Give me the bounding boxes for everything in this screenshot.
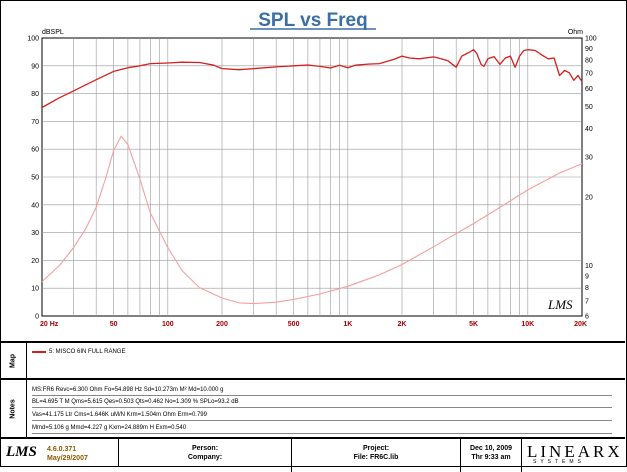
impedance-line — [41, 135, 583, 305]
y-left-tick-label: 90 — [31, 63, 39, 70]
time-text: Thr 9:33 am — [471, 454, 511, 461]
y-left-tick-label: 10 — [31, 286, 39, 293]
legend-label: 5: MISCO 6IN FULL RANGE — [49, 349, 126, 355]
linearx-systems: SYSTEMS — [533, 459, 585, 465]
y-left-tick-label: 40 — [31, 202, 39, 209]
notes-side: Notes — [0, 380, 27, 438]
y-left-tick-label: 50 — [31, 175, 39, 182]
y-left-unit: dBSPL — [42, 29, 64, 36]
y-left-tick-label: 20 — [31, 258, 39, 265]
notes-panel: Notes MS:FR6 Revc=6.300 Ohm Fo=54.898 Hz… — [0, 378, 625, 438]
project-label: Project: — [362, 445, 390, 452]
y-right-unit: Ohm — [568, 29, 583, 36]
linearx-logo: LINEARX — [527, 442, 623, 461]
footer-bar: LMS 4.6.0.371 May/29/2007 Person: Compan… — [0, 437, 625, 472]
y-right-tick-label: 40 — [585, 126, 593, 133]
notes-side-label: Notes — [9, 399, 17, 419]
y-right-tick-label: 70 — [585, 71, 593, 78]
notes-line: MS:FR6 Revc=6.300 Ohm Fo=54.898 Hz Sd=10… — [32, 386, 612, 396]
version-number: 4.6.0.371 — [47, 446, 77, 453]
chart-title: SPL vs Freq — [258, 10, 367, 31]
grid — [42, 38, 582, 316]
x-tick-label: 20K — [574, 321, 587, 328]
x-tick-label: 500 — [288, 321, 300, 328]
y-right-tick-label: 30 — [585, 154, 593, 161]
y-right-tick-label: 60 — [585, 86, 593, 93]
y-right-tick-label: 10 — [585, 263, 593, 270]
x-tick-label: 50 — [110, 321, 118, 328]
legend-swatch — [32, 351, 46, 353]
y-left-tick-label: 0 — [35, 314, 39, 321]
y-right-tick-label: 50 — [585, 104, 593, 111]
y-right-ticks: 6 7 8 9 10 20 30 40 50 60 70 80 90 100 — [585, 36, 597, 321]
company-label: Company: — [187, 454, 223, 461]
notes-line: BL=4.695 T M Qms=5.615 Qes=0.503 Qts=0.4… — [32, 398, 612, 408]
notes-line: Mmd=5.106 g Mmd=4.227 g Kxm=24.889m H Ex… — [32, 424, 612, 434]
lms-watermark: LMS — [547, 297, 573, 312]
x-tick-label: 1K — [343, 321, 352, 328]
x-ticks: 20 Hz 50 100 200 500 1K 2K 5K 10K 20K — [40, 321, 587, 328]
spl-chart: SPL vs Freq dBSPL Ohm 0 10 20 30 40 50 60 70 80 9… — [27, 10, 597, 328]
x-tick-label: 10K — [521, 321, 534, 328]
y-right-tick-label: 8 — [585, 285, 589, 292]
y-right-tick-label: 6 — [585, 314, 589, 321]
x-tick-label: 2K — [398, 321, 407, 328]
person-cell: Person: Company: — [119, 439, 292, 472]
legend-entry[interactable]: 5: MISCO 6IN FULL RANGE — [32, 349, 125, 355]
y-left-tick-label: 60 — [31, 147, 39, 154]
y-right-tick-label: 100 — [585, 36, 597, 43]
file-label: File: FR6C.lib — [353, 454, 399, 461]
version-cell: LMS 4.6.0.371 May/29/2007 — [0, 439, 119, 467]
y-left-tick-label: 100 — [27, 36, 39, 43]
map-side-label: Map — [9, 353, 17, 368]
date-text: Dec 10, 2009 — [469, 445, 513, 452]
spl-line — [41, 49, 583, 109]
y-right-tick-label: 90 — [585, 46, 593, 53]
x-tick-label: 100 — [162, 321, 174, 328]
x-tick-label: 200 — [216, 321, 228, 328]
map-panel: Map 5: MISCO 6IN FULL RANGE — [0, 341, 625, 378]
y-right-tick-label: 7 — [585, 298, 589, 305]
y-left-ticks: 0 10 20 30 40 50 60 70 80 90 100 — [27, 36, 39, 321]
version-date: May/29/2007 — [47, 455, 88, 462]
y-right-tick-label: 20 — [585, 195, 593, 202]
notes-line: Vas=41.175 Ltr Cms=1.646K uM/N Krm=1.504… — [32, 411, 612, 421]
series-group — [41, 49, 583, 305]
datetime-cell: Dec 10, 2009 Thr 9:33 am — [461, 439, 522, 472]
y-right-tick-label: 80 — [585, 58, 593, 65]
map-side: Map — [0, 343, 27, 378]
person-label: Person: — [191, 445, 219, 452]
project-cell: Project: File: FR6C.lib — [292, 439, 461, 472]
y-left-tick-label: 30 — [31, 230, 39, 237]
y-right-tick-label: 9 — [585, 273, 589, 280]
x-tick-label: 5K — [469, 321, 478, 328]
y-left-tick-label: 70 — [31, 119, 39, 126]
y-left-tick-label: 80 — [31, 91, 39, 98]
x-tick-label: 20 Hz — [40, 321, 59, 328]
lms-logo: LMS — [6, 444, 37, 460]
